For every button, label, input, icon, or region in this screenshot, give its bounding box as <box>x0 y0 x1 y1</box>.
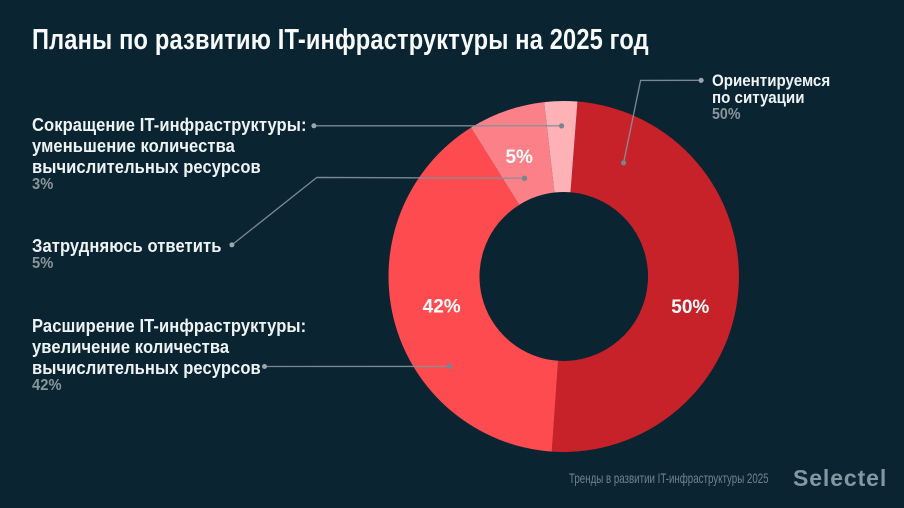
svg-text:42%: 42% <box>423 297 461 318</box>
svg-text:5%: 5% <box>505 147 533 168</box>
svg-text:50%: 50% <box>671 297 709 318</box>
